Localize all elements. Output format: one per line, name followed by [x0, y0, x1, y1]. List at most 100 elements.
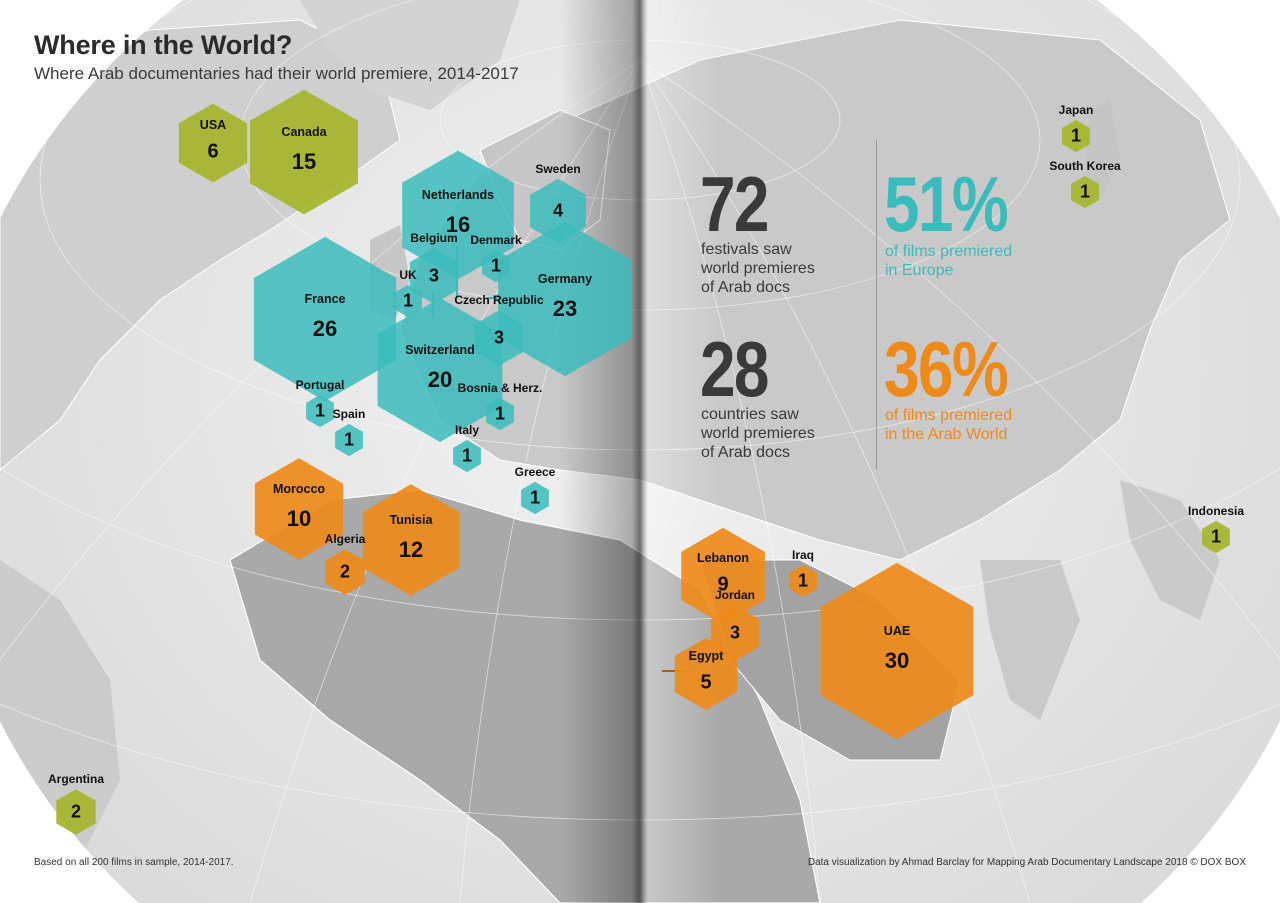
- label-usa: USA: [199, 118, 227, 132]
- hex-morocco: [254, 458, 344, 560]
- value-usa: 6: [207, 140, 219, 163]
- value-morocco: 10: [286, 505, 312, 531]
- arab-world-caption-line-1: of films premiered: [885, 407, 1013, 424]
- value-greece: 1: [529, 487, 541, 508]
- value-tunisia: 12: [398, 536, 424, 562]
- value-sweden: 4: [552, 200, 564, 221]
- europe-caption-line-2: in Europe: [885, 262, 954, 279]
- label-germany: Germany: [537, 272, 593, 287]
- hex-italy: [453, 439, 481, 473]
- hex-japan: [1062, 119, 1090, 153]
- label-belgium: Belgium: [410, 231, 458, 246]
- hex-uae: [820, 562, 974, 740]
- hex-netherlands: [402, 150, 514, 280]
- value-iraq: 1: [797, 570, 809, 591]
- label-denmark: Denmark: [470, 232, 522, 247]
- page-fold: [560, 0, 720, 903]
- value-bosnia-herz: 1: [494, 403, 506, 424]
- hex-bosnia-herz: [486, 397, 514, 431]
- value-jordan: 3: [729, 622, 741, 643]
- value-canada: 15: [291, 148, 317, 174]
- hex-belgium: [409, 248, 459, 304]
- hex-jordan: [710, 605, 760, 661]
- festivals-caption-line-1: festivals saw: [701, 241, 792, 258]
- label-tunisia: Tunisia: [389, 513, 433, 528]
- label-egypt: Egypt: [688, 649, 724, 663]
- label-portugal: Portugal: [295, 377, 345, 392]
- hex-france: [253, 236, 397, 402]
- hex-indonesia: [1202, 520, 1230, 554]
- festivals-number: 72: [700, 160, 770, 248]
- hex-lebanon: [681, 527, 765, 625]
- value-belgium: 3: [428, 265, 440, 286]
- hex-iraq: [789, 564, 817, 598]
- value-czech-republic: 3: [493, 327, 505, 348]
- label-switzerland: Switzerland: [405, 343, 475, 358]
- countries-caption-line-2: world premieres: [701, 425, 815, 442]
- label-france: France: [304, 292, 346, 307]
- hex-tunisia: [362, 484, 460, 596]
- europe-caption: of films premiered in Europe: [885, 242, 1055, 280]
- label-czech-republic: Czech Republic: [454, 293, 544, 308]
- label-iraq: Iraq: [791, 547, 815, 562]
- arab-world-percent: 36%: [884, 325, 1009, 413]
- label-argentina: Argentina: [47, 772, 105, 787]
- countries-caption-line-3: of Arab docs: [701, 444, 790, 461]
- value-netherlands: 16: [445, 211, 471, 237]
- hex-uk: [394, 284, 422, 318]
- hex-algeria: [325, 549, 365, 595]
- hex-spain: [335, 423, 363, 457]
- festivals-caption-line-3: of Arab docs: [701, 279, 790, 296]
- value-japan: 1: [1070, 125, 1082, 146]
- hex-canada: [250, 89, 358, 215]
- hex-south-korea: [1071, 175, 1099, 209]
- page-subtitle: Where Arab documentaries had their world…: [34, 64, 519, 83]
- arab-world-caption: of films premiered in the Arab World: [885, 406, 1055, 444]
- label-uk: UK: [399, 267, 417, 282]
- label-spain: Spain: [332, 406, 366, 421]
- hex-egypt: [674, 638, 738, 710]
- europe-caption-line-1: of films premiered: [885, 243, 1013, 260]
- label-italy: Italy: [454, 422, 480, 437]
- hex-usa: [178, 103, 248, 183]
- label-sweden: Sweden: [535, 161, 581, 176]
- arab-world-caption-line-2: in the Arab World: [885, 426, 1008, 443]
- label-greece: Greece: [514, 464, 556, 479]
- value-indonesia: 1: [1210, 526, 1222, 547]
- label-south-korea: South Korea: [1049, 158, 1121, 173]
- label-jordan: Jordan: [714, 588, 756, 603]
- value-uk: 1: [402, 290, 414, 311]
- stats-divider: [876, 140, 877, 470]
- label-canada: Canada: [281, 125, 327, 140]
- hexagon-markers: [56, 89, 1230, 835]
- value-france: 26: [312, 315, 338, 341]
- hex-portugal: [306, 394, 334, 428]
- festivals-caption-line-2: world premieres: [701, 260, 815, 277]
- value-uae: 30: [884, 647, 910, 673]
- value-spain: 1: [343, 429, 355, 450]
- label-netherlands: Netherlands: [421, 188, 495, 203]
- countries-caption: countries saw world premieres of Arab do…: [701, 405, 871, 462]
- value-south-korea: 1: [1079, 181, 1091, 202]
- label-bosnia-herz: Bosnia & Herz.: [457, 380, 543, 395]
- countries-number: 28: [700, 325, 770, 413]
- label-algeria: Algeria: [324, 532, 366, 547]
- festivals-caption: festivals saw world premieres of Arab do…: [701, 240, 871, 297]
- page-title: Where in the World?: [34, 30, 293, 60]
- value-germany: 23: [552, 295, 578, 321]
- label-lebanon: Lebanon: [696, 551, 750, 565]
- value-lebanon: 9: [717, 573, 729, 596]
- label-morocco: Morocco: [272, 482, 326, 497]
- label-indonesia: Indonesia: [1187, 503, 1245, 518]
- europe-percent: 51%: [884, 160, 1009, 248]
- value-switzerland: 20: [427, 366, 453, 392]
- footer-note: Based on all 200 films in sample, 2014-2…: [34, 857, 234, 868]
- hex-greece: [521, 481, 549, 515]
- value-egypt: 5: [700, 671, 712, 694]
- hex-argentina: [56, 789, 96, 835]
- label-uae: UAE: [883, 624, 911, 639]
- hex-germany: [498, 221, 632, 377]
- value-italy: 1: [461, 445, 473, 466]
